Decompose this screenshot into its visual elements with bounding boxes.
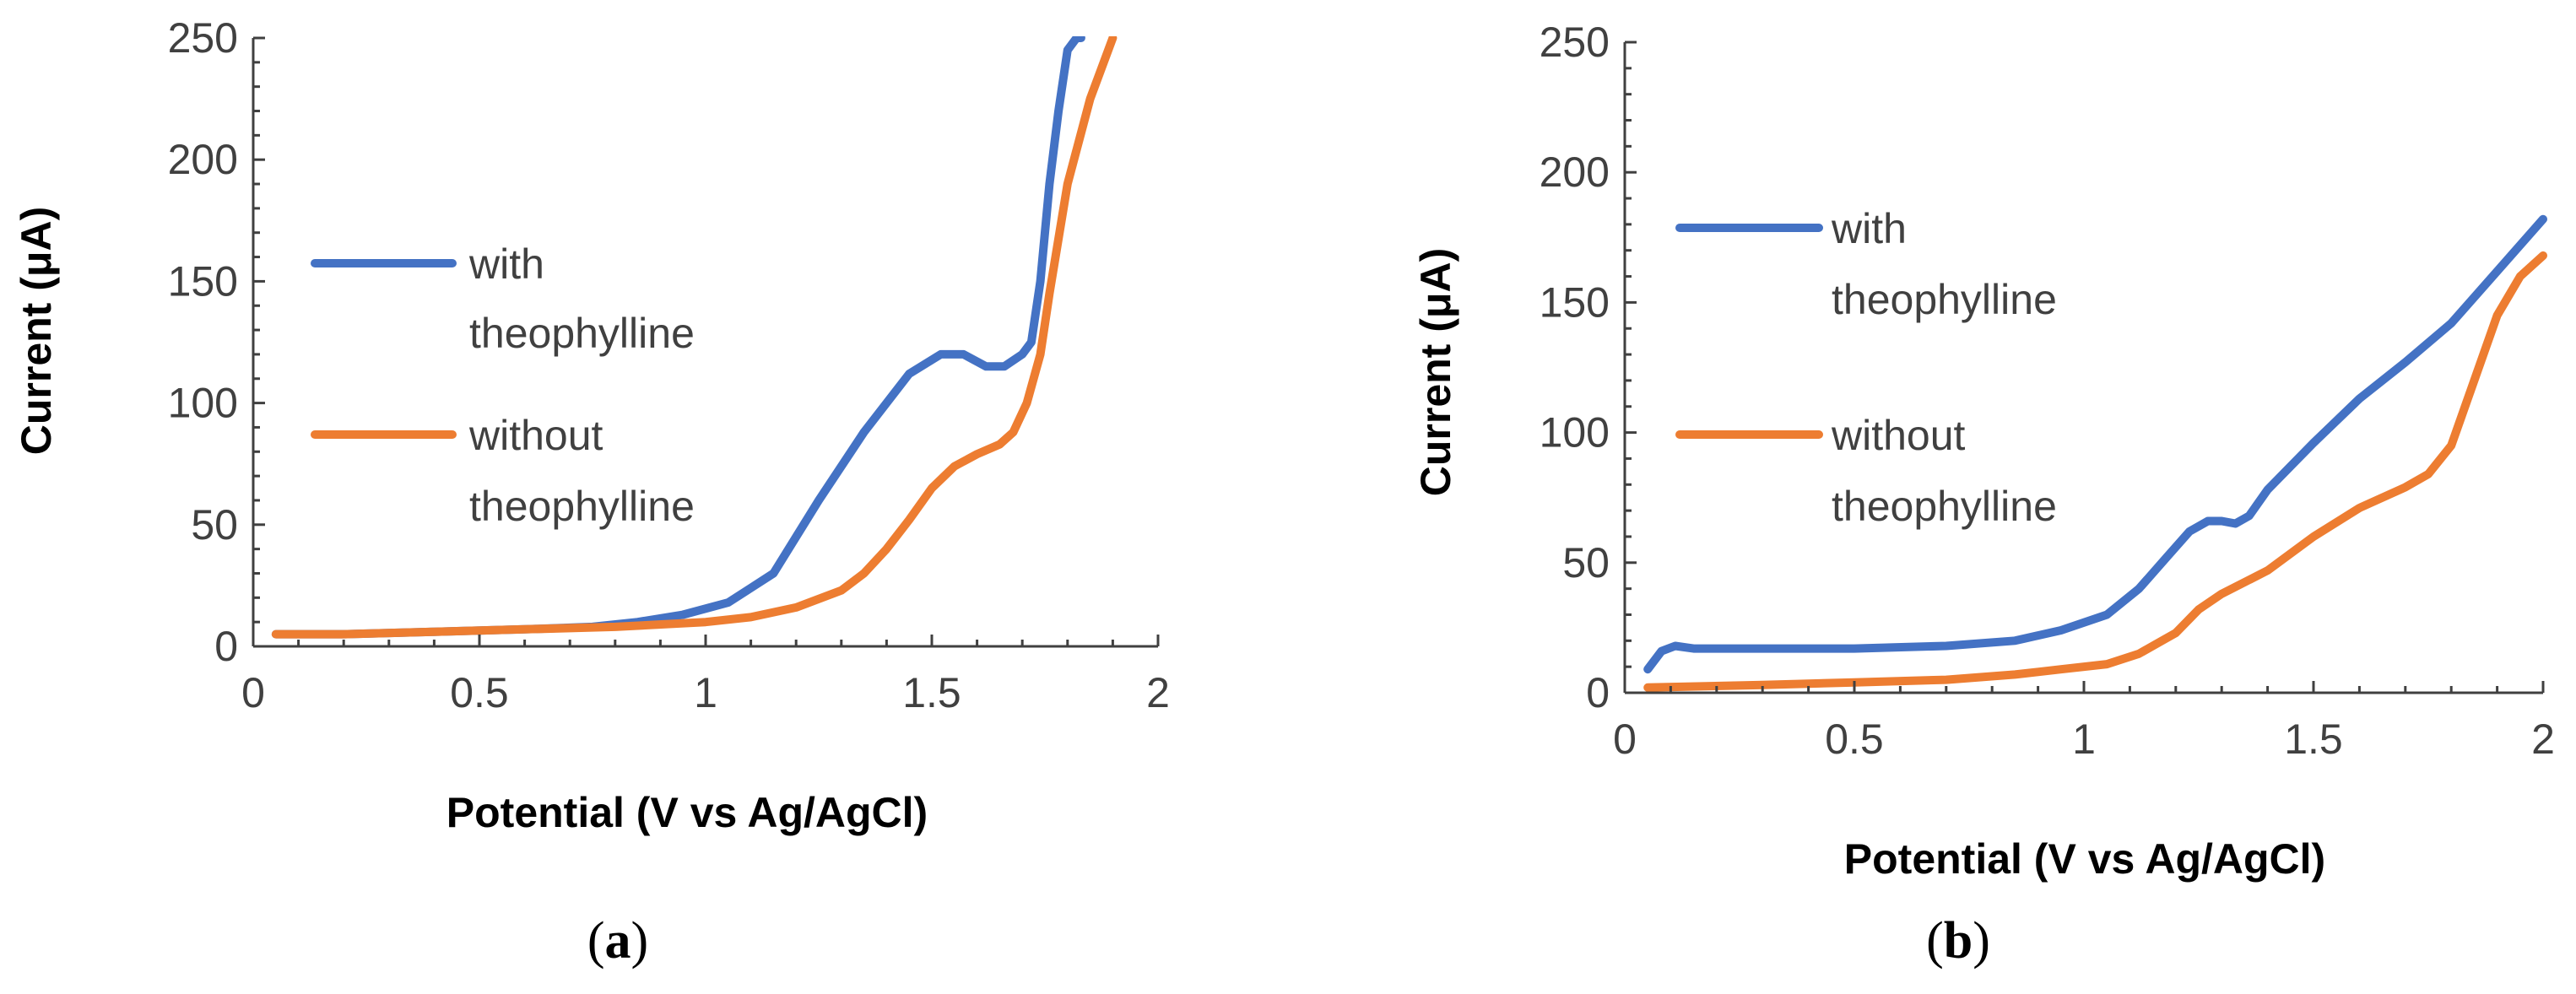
x-tick-label: 0.5 <box>450 669 509 716</box>
panel-b: Current (μA) Potential (V vs Ag/AgCl) wi… <box>1412 19 2555 970</box>
y-tick-label: 150 <box>168 257 238 305</box>
legend-label-with-line2: theophylline <box>1832 276 2057 323</box>
y-tick-label: 250 <box>1540 19 1610 66</box>
y-axis-title: Current (μA) <box>13 207 60 455</box>
x-tick-label: 1.5 <box>902 669 961 716</box>
series-line-without <box>1643 251 2547 692</box>
x-axis-title: Potential (V vs Ag/AgCl) <box>1844 835 2325 883</box>
x-tick-label: 1 <box>2072 716 2096 763</box>
y-tick-label: 100 <box>1540 409 1610 456</box>
y-tick-label: 150 <box>1540 278 1610 326</box>
legend: with theophylline without theophylline <box>311 240 695 530</box>
legend: with theophylline without theophylline <box>1675 205 2057 530</box>
panel-a: Current (μA) Potential (V vs Ag/AgCl) wi… <box>13 14 1170 970</box>
x-tick-label: 0.5 <box>1825 716 1884 763</box>
legend-label-without-line1: without <box>1831 412 1966 459</box>
x-tick-label: 2 <box>2531 716 2555 763</box>
x-tick-label: 1 <box>694 669 717 716</box>
series-line-without <box>271 36 1118 639</box>
legend-label-with-line1: with <box>1831 205 1907 252</box>
y-axis-title: Current (μA) <box>1412 248 1459 496</box>
legend-label-without-line2: theophylline <box>469 483 695 530</box>
panel-label: (a) <box>587 912 648 970</box>
y-tick-label: 0 <box>214 623 238 670</box>
legend-label-with-line1: with <box>468 240 544 288</box>
y-tick-label: 200 <box>168 136 238 183</box>
series-group <box>271 36 1118 639</box>
x-axis-title: Potential (V vs Ag/AgCl) <box>446 789 928 836</box>
x-tick-label: 1.5 <box>2284 716 2343 763</box>
y-tick-label: 250 <box>168 14 238 62</box>
legend-label-without-line1: without <box>468 412 603 459</box>
legend-label-with-line2: theophylline <box>469 310 695 357</box>
legend-label-without-line2: theophylline <box>1832 483 2057 530</box>
y-tick-label: 50 <box>191 501 238 548</box>
y-tick-label: 100 <box>168 380 238 427</box>
series-line-with <box>1643 214 2547 674</box>
y-tick-label: 200 <box>1540 149 1610 196</box>
panel-label: (b) <box>1926 912 1990 970</box>
x-tick-label: 2 <box>1146 669 1170 716</box>
x-tick-label: 0 <box>1613 716 1637 763</box>
y-tick-label: 50 <box>1562 539 1610 586</box>
y-tick-label: 0 <box>1586 669 1610 716</box>
series-group <box>1643 214 2547 692</box>
x-tick-label: 0 <box>241 669 265 716</box>
